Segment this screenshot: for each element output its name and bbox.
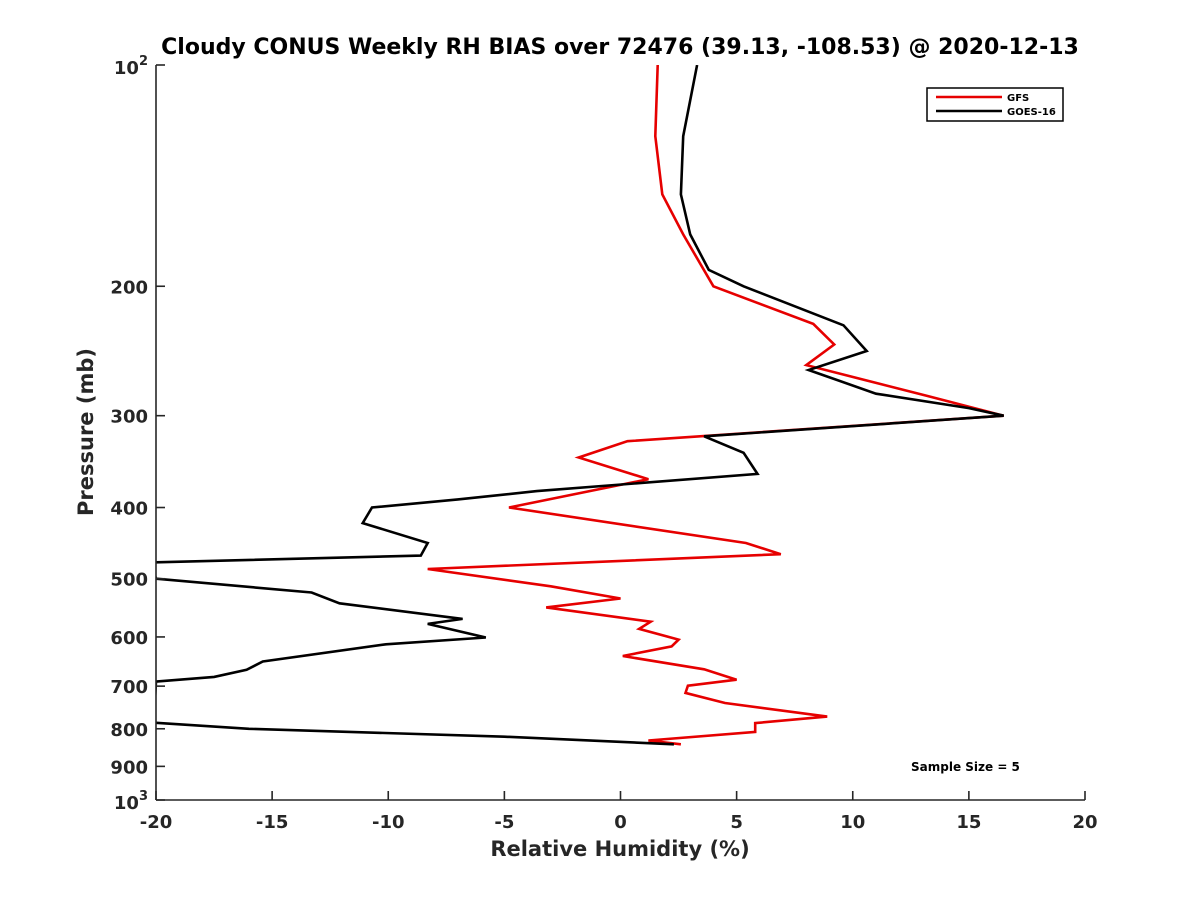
y-tick-label: 700 <box>110 677 148 698</box>
y-tick-label: 300 <box>110 407 148 428</box>
x-tick-label: 5 <box>730 812 743 833</box>
chart-title: Cloudy CONUS Weekly RH BIAS over 72476 (… <box>161 35 1079 60</box>
x-tick-label: -5 <box>494 812 514 833</box>
y-tick-label: 900 <box>110 757 148 778</box>
legend-label-goes16: GOES-16 <box>1007 107 1056 118</box>
x-tick-label: 0 <box>614 812 627 833</box>
x-tick-label: -15 <box>256 812 289 833</box>
legend-label-gfs: GFS <box>1007 93 1029 104</box>
x-tick-label: 10 <box>840 812 865 833</box>
y-tick-label: 800 <box>110 720 148 741</box>
series-line-goes16 <box>156 65 1004 746</box>
x-tick-label: 20 <box>1072 812 1097 833</box>
sample-size-annotation: Sample Size = 5 <box>911 760 1020 774</box>
y-axis-label: Pressure (mb) <box>74 348 98 516</box>
x-ticks: -20 -15 -10 -5 0 5 10 15 20 <box>140 791 1098 833</box>
x-axis-label: Relative Humidity (%) <box>490 837 749 861</box>
x-tick-label: 15 <box>956 812 981 833</box>
y-ticks: 102 200 300 400 500 600 700 800 900 103 <box>110 54 165 814</box>
legend-box <box>926 87 1064 122</box>
series-layer <box>156 65 1005 746</box>
x-tick-label: -20 <box>140 812 173 833</box>
series-line-gfs <box>427 65 1005 746</box>
y-tick-label: 102 <box>114 54 148 79</box>
y-tick-label: 400 <box>110 499 148 520</box>
legend: GFS GOES-16 <box>926 87 1064 122</box>
y-tick-label: 600 <box>110 628 148 649</box>
y-tick-label: 200 <box>110 277 148 298</box>
y-tick-label: 103 <box>114 789 148 814</box>
x-tick-label: -10 <box>372 812 405 833</box>
y-tick-label: 500 <box>110 570 148 591</box>
